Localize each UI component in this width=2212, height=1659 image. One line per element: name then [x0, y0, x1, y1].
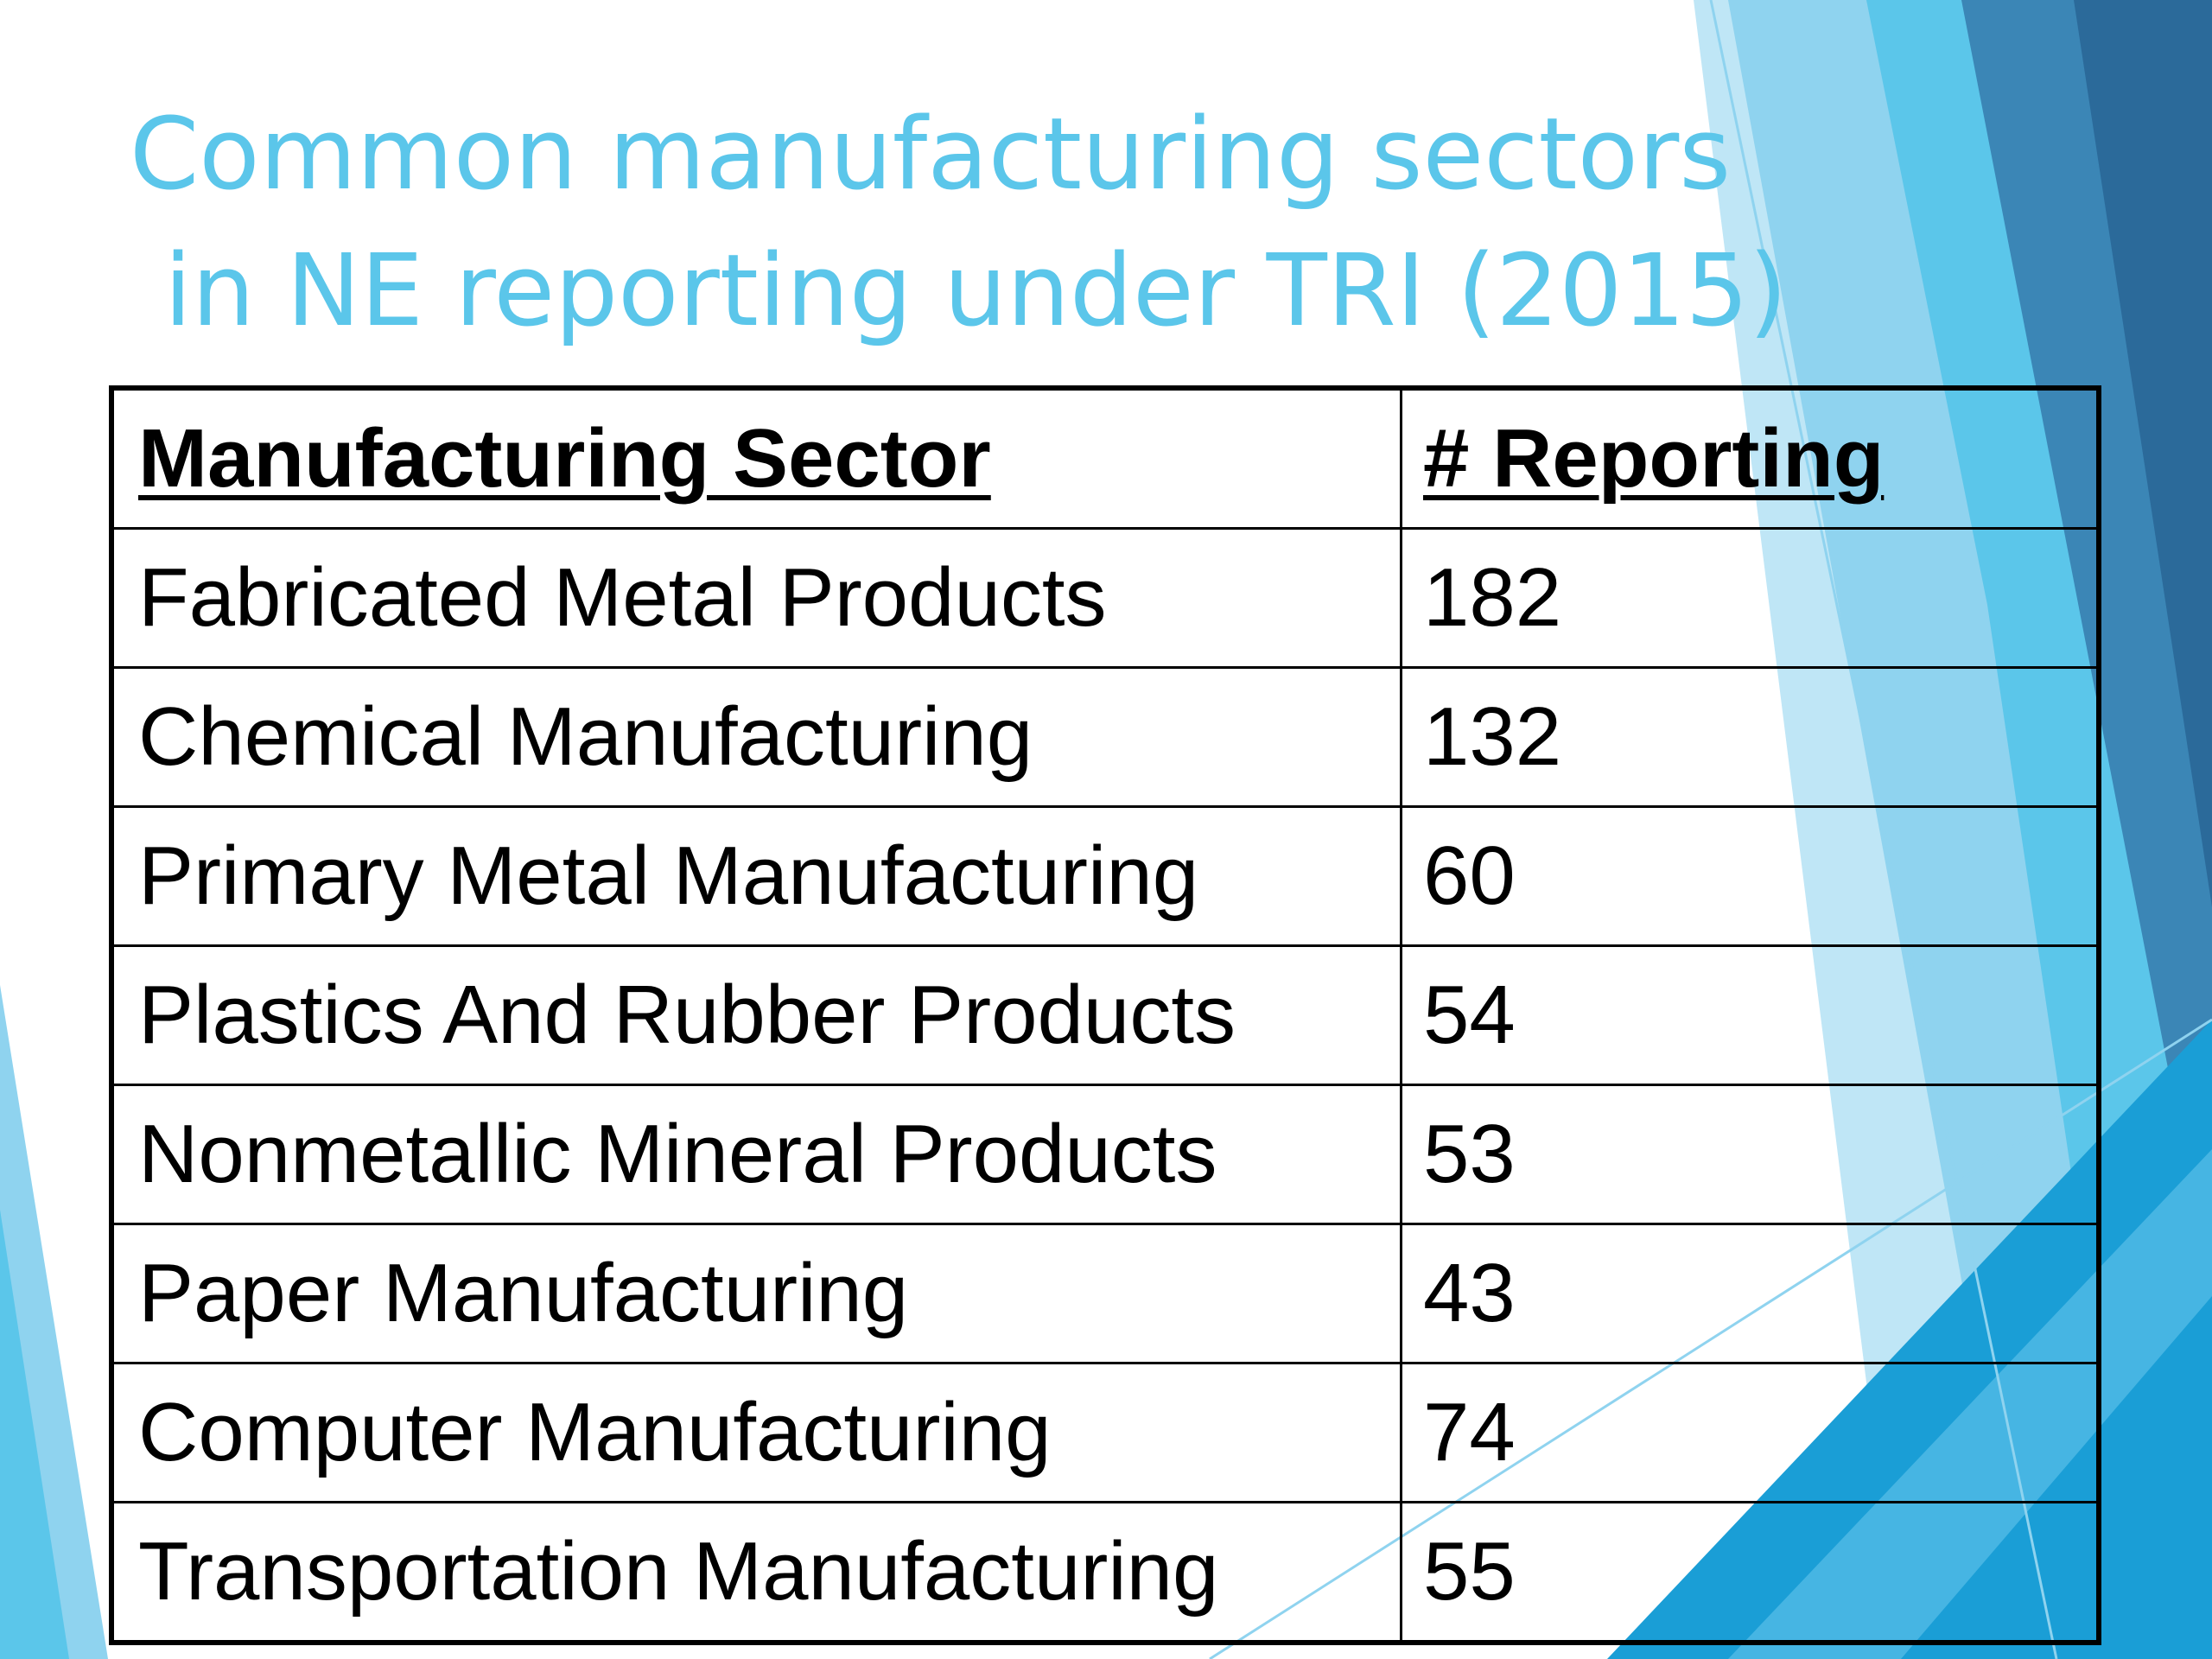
- slide-title: Common manufacturing sectors in NE repor…: [130, 86, 1815, 359]
- sector-cell: Transportation Manufacturing: [110, 1501, 1402, 1644]
- sectors-table: Manufacturing Sector # Reporting Fabrica…: [109, 385, 2101, 1645]
- table-row: Computer Manufacturing 74: [110, 1362, 2101, 1503]
- sector-cell: Primary Metal Manufacturing: [110, 805, 1402, 947]
- table-row: Paper Manufacturing 43: [110, 1223, 2101, 1364]
- count-cell: 182: [1400, 527, 2101, 669]
- table-row: Chemical Manufacturing 132: [110, 666, 2101, 808]
- sector-cell: Computer Manufacturing: [110, 1362, 1402, 1503]
- count-cell: 74: [1400, 1362, 2101, 1503]
- sector-cell: Plastics And Rubber Products: [110, 944, 1402, 1086]
- header-sector: Manufacturing Sector: [110, 386, 1402, 530]
- slide-title-line-2: in NE reporting under TRI (2015): [164, 233, 1788, 349]
- count-cell: 54: [1400, 944, 2101, 1086]
- sector-cell: Fabricated Metal Products: [110, 527, 1402, 669]
- count-cell: 53: [1400, 1084, 2101, 1225]
- table-header-row: Manufacturing Sector # Reporting: [110, 386, 2101, 530]
- table-row: Primary Metal Manufacturing 60: [110, 805, 2101, 947]
- right-facet-darkest: [2074, 0, 2212, 907]
- sector-cell: Chemical Manufacturing: [110, 666, 1402, 808]
- table-row: Transportation Manufacturing 55: [110, 1501, 2101, 1644]
- sector-cell: Paper Manufacturing: [110, 1223, 1402, 1364]
- slide-title-line-1: Common manufacturing sectors: [130, 97, 1732, 213]
- count-cell: 55: [1400, 1501, 2101, 1644]
- left-accent-shape-inner: [0, 1210, 69, 1659]
- count-cell: 43: [1400, 1223, 2101, 1364]
- header-count: # Reporting: [1400, 386, 2101, 530]
- table-row: Fabricated Metal Products 182: [110, 527, 2101, 669]
- count-cell: 132: [1400, 666, 2101, 808]
- count-cell: 60: [1400, 805, 2101, 947]
- sector-cell: Nonmetallic Mineral Products: [110, 1084, 1402, 1225]
- table-row: Nonmetallic Mineral Products 53: [110, 1084, 2101, 1225]
- table-row: Plastics And Rubber Products 54: [110, 944, 2101, 1086]
